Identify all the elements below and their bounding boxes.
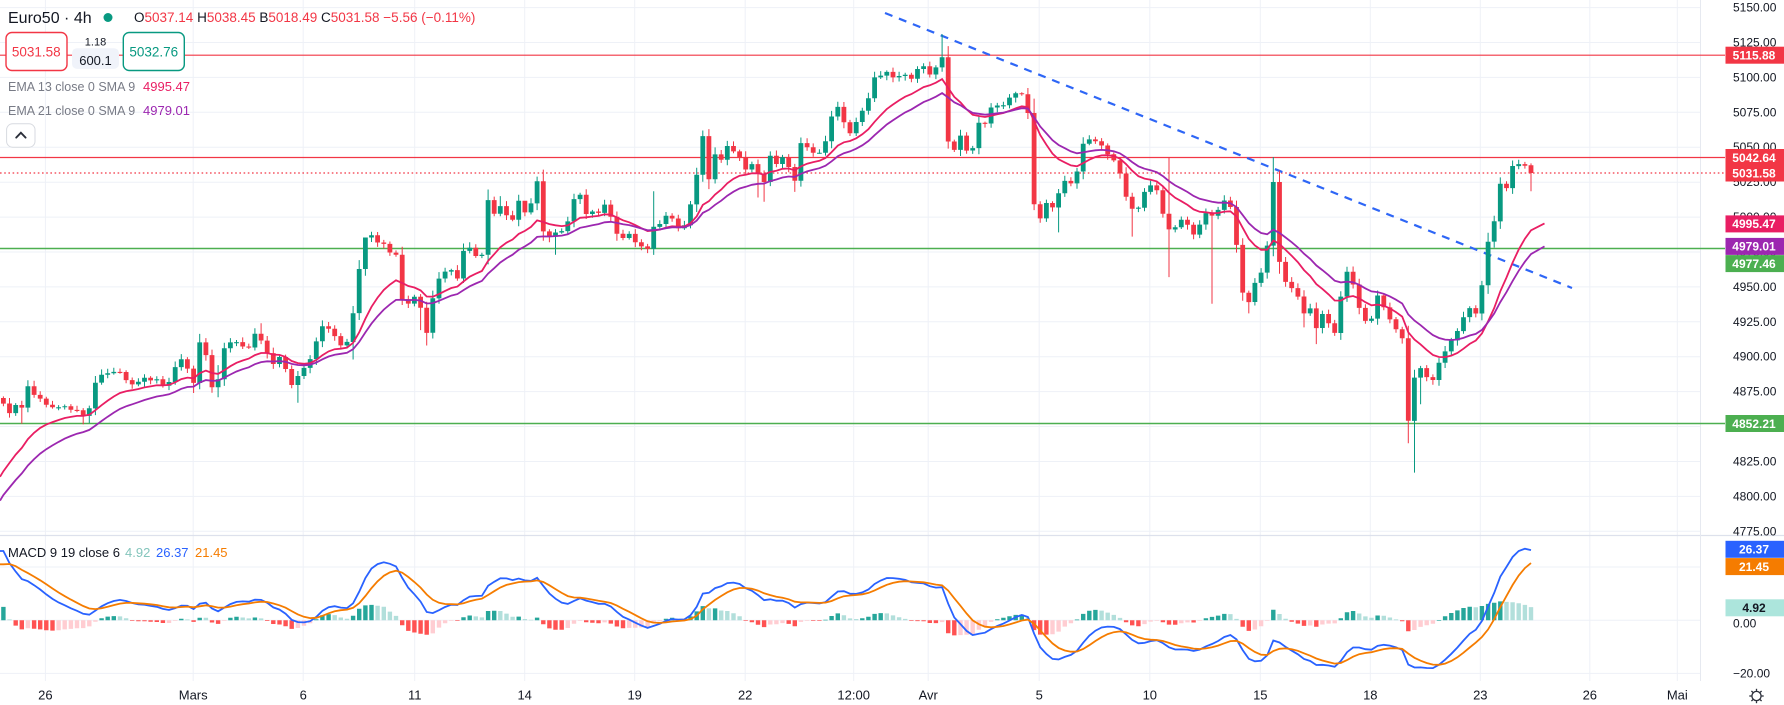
svg-text:4825.00: 4825.00 — [1733, 455, 1777, 469]
svg-text:26.37: 26.37 — [156, 545, 189, 560]
svg-text:14: 14 — [517, 688, 531, 703]
svg-text:21.45: 21.45 — [1739, 560, 1769, 574]
svg-text:4995.47: 4995.47 — [1732, 217, 1776, 231]
svg-text:4.92: 4.92 — [1742, 601, 1766, 615]
svg-text:4979.01: 4979.01 — [1732, 240, 1776, 254]
svg-text:−20.00: −20.00 — [1733, 666, 1770, 680]
svg-text:4775.00: 4775.00 — [1733, 524, 1777, 538]
svg-text:5100.00: 5100.00 — [1733, 70, 1777, 84]
svg-text:MACD 9 19 close 6: MACD 9 19 close 6 — [8, 545, 120, 560]
svg-text:10: 10 — [1143, 688, 1157, 703]
svg-text:5042.64: 5042.64 — [1732, 151, 1776, 165]
svg-text:Euro50 · 4h: Euro50 · 4h — [8, 10, 92, 27]
svg-text:4995.47: 4995.47 — [143, 79, 190, 94]
svg-text:EMA 21 close 0 SMA 9: EMA 21 close 0 SMA 9 — [8, 104, 135, 118]
svg-text:4979.01: 4979.01 — [143, 103, 190, 118]
svg-text:Mai: Mai — [1667, 688, 1688, 703]
svg-text:5031.58: 5031.58 — [12, 45, 61, 60]
svg-text:4852.21: 4852.21 — [1732, 417, 1776, 431]
svg-text:4.92: 4.92 — [125, 545, 150, 560]
svg-text:5: 5 — [1036, 688, 1043, 703]
svg-text:5032.76: 5032.76 — [129, 45, 178, 60]
svg-text:600.1: 600.1 — [79, 53, 112, 68]
svg-text:4875.00: 4875.00 — [1733, 385, 1777, 399]
svg-text:4925.00: 4925.00 — [1733, 315, 1777, 329]
svg-text:15: 15 — [1253, 688, 1267, 703]
svg-text:5031.58: 5031.58 — [1732, 166, 1776, 180]
svg-text:EMA 13 close 0 SMA 9: EMA 13 close 0 SMA 9 — [8, 80, 135, 94]
svg-text:5125.00: 5125.00 — [1733, 36, 1777, 50]
svg-text:22: 22 — [738, 688, 752, 703]
svg-text:11: 11 — [408, 688, 422, 703]
svg-text:21.45: 21.45 — [195, 545, 228, 560]
svg-text:12:00: 12:00 — [837, 688, 870, 703]
svg-text:0.00: 0.00 — [1733, 616, 1757, 630]
svg-text:4900.00: 4900.00 — [1733, 350, 1777, 364]
svg-text:5115.88: 5115.88 — [1733, 49, 1776, 63]
svg-text:6: 6 — [300, 688, 307, 703]
svg-text:26: 26 — [38, 688, 52, 703]
svg-text:1.18: 1.18 — [85, 37, 106, 49]
svg-text:Mars: Mars — [179, 688, 208, 703]
svg-text:19: 19 — [627, 688, 641, 703]
svg-text:4800.00: 4800.00 — [1733, 489, 1777, 503]
svg-text:23: 23 — [1473, 688, 1487, 703]
svg-text:5150.00: 5150.00 — [1733, 1, 1777, 15]
svg-text:26.37: 26.37 — [1739, 543, 1769, 557]
svg-text:26: 26 — [1583, 688, 1597, 703]
svg-text:4950.00: 4950.00 — [1733, 280, 1777, 294]
svg-text:Avr: Avr — [919, 688, 939, 703]
svg-text:5075.00: 5075.00 — [1733, 105, 1777, 119]
svg-text:18: 18 — [1363, 688, 1377, 703]
svg-text:O5037.14 H5038.45 B5018.49 C50: O5037.14 H5038.45 B5018.49 C5031.58 −5.5… — [134, 10, 475, 25]
svg-text:4977.46: 4977.46 — [1732, 257, 1776, 271]
